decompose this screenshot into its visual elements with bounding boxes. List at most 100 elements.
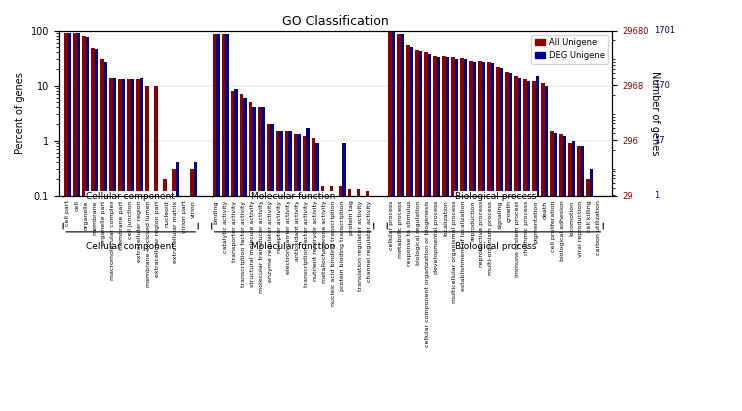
Bar bbox=[541, 83, 545, 411]
Bar bbox=[401, 34, 404, 411]
Bar bbox=[473, 62, 476, 411]
Bar bbox=[500, 68, 503, 411]
Bar bbox=[536, 76, 539, 411]
Text: 1701: 1701 bbox=[654, 26, 675, 35]
Bar bbox=[249, 102, 252, 411]
Bar bbox=[392, 32, 395, 411]
Bar bbox=[351, 196, 355, 411]
Bar bbox=[559, 134, 562, 411]
Bar bbox=[329, 186, 333, 411]
Bar bbox=[338, 186, 342, 411]
Bar bbox=[85, 37, 89, 411]
Bar bbox=[406, 45, 410, 411]
Bar bbox=[145, 85, 148, 411]
Bar bbox=[360, 196, 364, 411]
Bar bbox=[95, 49, 98, 411]
Legend: All Unigene, DEG Unigene: All Unigene, DEG Unigene bbox=[531, 35, 608, 64]
Bar bbox=[222, 34, 225, 411]
Bar bbox=[342, 143, 346, 411]
Bar bbox=[446, 57, 450, 411]
Title: GO Classification: GO Classification bbox=[282, 15, 389, 28]
Bar bbox=[127, 79, 131, 411]
Text: Cellular component: Cellular component bbox=[86, 192, 175, 201]
Bar bbox=[104, 62, 108, 411]
Bar bbox=[464, 59, 467, 411]
Bar bbox=[163, 179, 167, 411]
Bar bbox=[357, 189, 360, 411]
Bar bbox=[424, 53, 427, 411]
Bar bbox=[568, 143, 572, 411]
Bar bbox=[315, 143, 319, 411]
Bar bbox=[523, 79, 527, 411]
Bar bbox=[527, 81, 531, 411]
Bar bbox=[312, 138, 315, 411]
Bar bbox=[532, 81, 536, 411]
Text: 1: 1 bbox=[654, 191, 659, 200]
Bar bbox=[68, 33, 71, 411]
Bar bbox=[595, 196, 599, 411]
Bar bbox=[298, 134, 301, 411]
Bar bbox=[252, 107, 256, 411]
Bar bbox=[545, 85, 548, 411]
Bar bbox=[234, 90, 237, 411]
Bar bbox=[100, 59, 104, 411]
Bar bbox=[279, 131, 283, 411]
Bar bbox=[266, 124, 270, 411]
Bar bbox=[324, 196, 328, 411]
Bar bbox=[581, 146, 585, 411]
Bar bbox=[437, 57, 440, 411]
Bar bbox=[257, 107, 261, 411]
Bar bbox=[599, 196, 603, 411]
Bar bbox=[118, 79, 122, 411]
Bar bbox=[243, 98, 247, 411]
Bar bbox=[415, 50, 418, 411]
Bar bbox=[306, 128, 310, 411]
Bar bbox=[303, 136, 306, 411]
Bar bbox=[285, 131, 288, 411]
Bar bbox=[397, 34, 401, 411]
Bar bbox=[190, 169, 194, 411]
Bar bbox=[562, 136, 566, 411]
Text: Molecular function: Molecular function bbox=[251, 242, 335, 251]
Bar bbox=[76, 33, 80, 411]
Bar bbox=[213, 34, 216, 411]
Y-axis label: Percent of genes: Percent of genes bbox=[15, 72, 25, 154]
Text: Molecular function: Molecular function bbox=[251, 192, 335, 201]
Bar bbox=[333, 196, 337, 411]
Bar bbox=[442, 55, 446, 411]
Bar bbox=[321, 186, 324, 411]
Bar bbox=[496, 67, 500, 411]
Bar bbox=[231, 91, 234, 411]
Bar bbox=[550, 131, 554, 411]
Bar bbox=[410, 46, 413, 411]
Bar bbox=[554, 132, 557, 411]
Bar bbox=[518, 78, 522, 411]
Bar bbox=[418, 51, 422, 411]
Bar bbox=[181, 196, 185, 411]
Bar bbox=[113, 78, 116, 411]
Bar bbox=[294, 134, 298, 411]
Bar bbox=[366, 191, 370, 411]
Bar bbox=[194, 162, 197, 411]
Bar bbox=[482, 62, 485, 411]
Y-axis label: Number of genes: Number of genes bbox=[649, 71, 660, 155]
Bar bbox=[216, 34, 220, 411]
Bar bbox=[509, 73, 512, 411]
Text: 17: 17 bbox=[654, 136, 665, 145]
Bar bbox=[139, 78, 143, 411]
Bar bbox=[261, 107, 265, 411]
Bar bbox=[577, 146, 581, 411]
Bar bbox=[288, 131, 292, 411]
Text: 170: 170 bbox=[654, 81, 670, 90]
Bar bbox=[64, 32, 68, 411]
Bar bbox=[469, 61, 473, 411]
Text: Cellular component: Cellular component bbox=[86, 242, 175, 251]
Bar bbox=[122, 79, 125, 411]
Bar bbox=[347, 189, 351, 411]
Bar bbox=[176, 162, 180, 411]
Bar bbox=[451, 57, 455, 411]
Bar bbox=[455, 58, 459, 411]
Bar bbox=[460, 58, 464, 411]
Bar bbox=[275, 131, 279, 411]
Bar bbox=[131, 79, 134, 411]
